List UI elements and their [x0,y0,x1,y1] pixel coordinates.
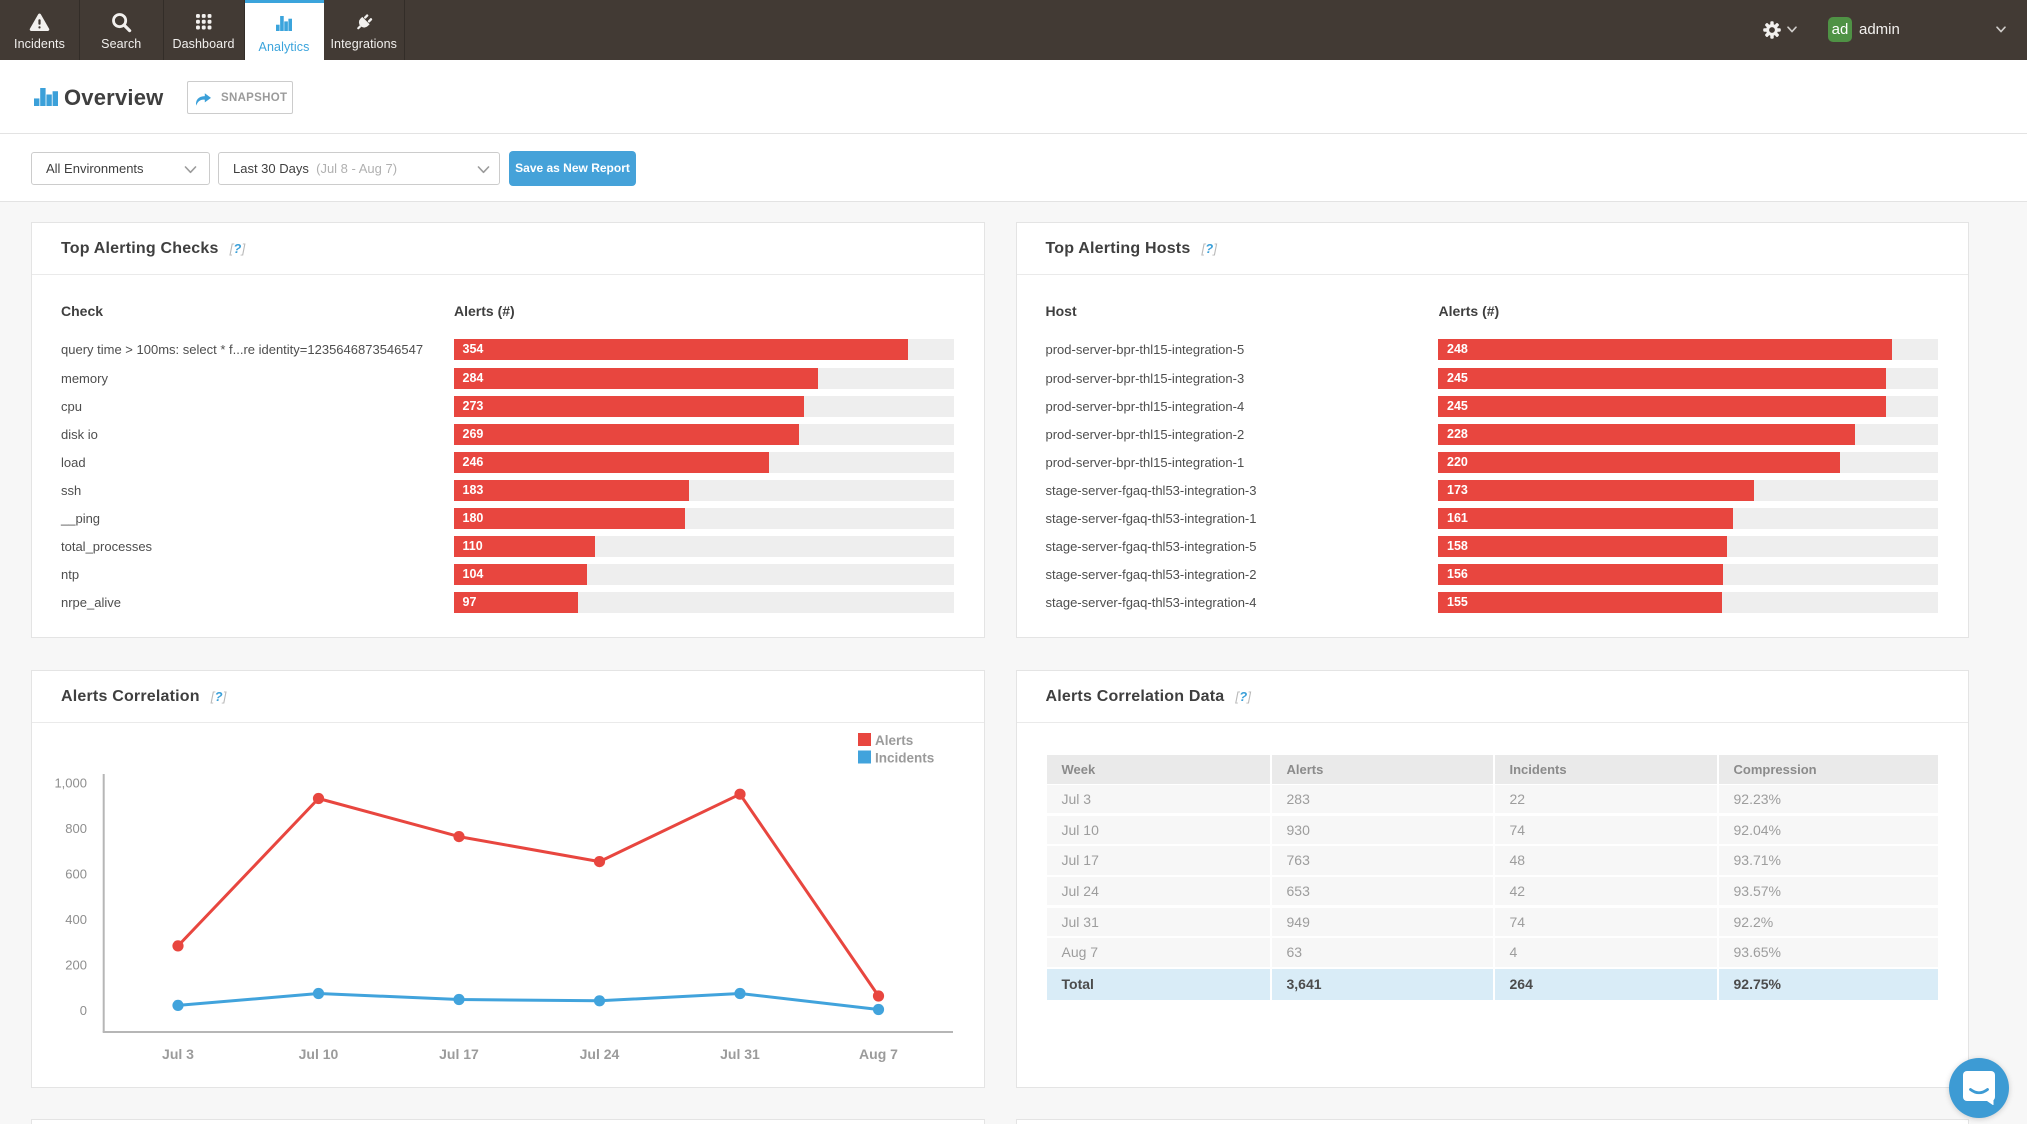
svg-text:1,000: 1,000 [54,776,87,791]
svg-text:Alerts: Alerts [875,733,913,748]
svg-text:400: 400 [65,912,87,927]
svg-text:Aug 7: Aug 7 [859,1046,898,1062]
svg-text:Jul 3: Jul 3 [162,1046,194,1062]
svg-text:Jul 17: Jul 17 [439,1046,479,1062]
svg-text:Incidents: Incidents [875,750,934,765]
svg-text:200: 200 [65,958,87,973]
svg-text:Jul 31: Jul 31 [720,1046,760,1062]
svg-text:Jul 10: Jul 10 [299,1046,339,1062]
svg-text:0: 0 [80,1003,87,1018]
svg-text:800: 800 [65,821,87,836]
svg-text:Jul 24: Jul 24 [580,1046,620,1062]
svg-text:600: 600 [65,867,87,882]
